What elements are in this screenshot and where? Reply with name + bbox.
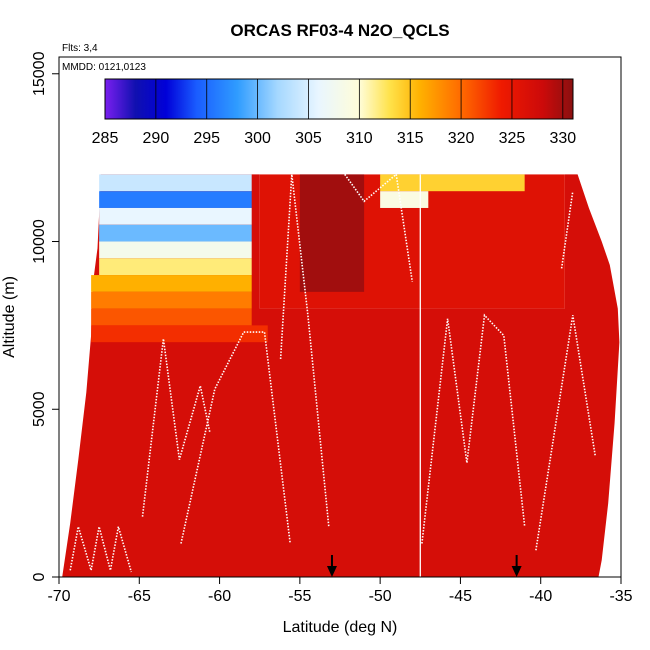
curtain-band [99, 258, 252, 276]
colorbar [104, 78, 574, 120]
colorbar-tick-label: 315 [397, 130, 424, 147]
curtain-band [91, 291, 252, 309]
colorbar-ticks: 285 290 295 300 305 310 315 320 325 330 [92, 79, 576, 147]
x-tick-label: -70 [47, 588, 70, 605]
curtain-dark-patch [299, 174, 365, 292]
flights-note: Flts: 3,4 [62, 43, 98, 54]
colorbar-tick-label: 295 [193, 130, 220, 147]
colorbar-tick-label: 305 [295, 130, 322, 147]
flight-track [141, 338, 211, 517]
x-tick-label: -35 [609, 588, 632, 605]
colorbar-tick-label: 290 [143, 130, 170, 147]
y-axis: 0 5000 10000 15000 [31, 51, 59, 581]
x-axis-label: Latitude (deg N) [283, 619, 398, 636]
flight-track [279, 174, 330, 527]
y-axis-label: Altitude (m) [1, 276, 18, 358]
colorbar-tick-label: 285 [92, 130, 119, 147]
x-tick-label: -50 [369, 588, 392, 605]
arrow-head [511, 566, 522, 577]
colorbar-tick-label: 310 [346, 130, 373, 147]
flight-track [535, 315, 597, 551]
date-note: MMDD: 0121,0123 [62, 62, 146, 73]
curtain-band [91, 325, 268, 343]
curtain-band [99, 191, 252, 208]
chart-title: ORCAS RF03-4 N2O_QCLS [230, 21, 449, 40]
x-tick-label: -45 [449, 588, 472, 605]
y-tick-label: 15000 [31, 51, 48, 96]
colorbar-tick-label: 330 [549, 130, 576, 147]
curtain-band [99, 207, 252, 225]
plot-frame [58, 56, 622, 578]
x-tick-label: -65 [128, 588, 151, 605]
colorbar-tick-label: 300 [244, 130, 271, 147]
x-tick-label: -55 [288, 588, 311, 605]
y-tick-label: 10000 [31, 219, 48, 264]
flight-track [560, 191, 574, 269]
curtain-band [99, 174, 252, 192]
colorbar-tick-label: 325 [499, 130, 526, 147]
y-tick-label: 0 [31, 572, 48, 581]
curtain-band [91, 308, 252, 326]
curtain-field [62, 174, 620, 577]
curtain-band [99, 241, 252, 259]
curtain-band [91, 275, 252, 292]
flight-track [69, 526, 133, 573]
curtain-band [380, 191, 429, 208]
arrow-head [326, 566, 337, 577]
flight-tracks [69, 172, 597, 577]
curtain-band [380, 174, 525, 192]
colorbar-tick-label: 320 [448, 130, 475, 147]
x-tick-label: -60 [208, 588, 231, 605]
curtain-band [99, 224, 252, 242]
marker-arrows [326, 555, 522, 577]
flight-track [344, 172, 414, 282]
x-tick-label: -40 [529, 588, 552, 605]
flight-track [180, 331, 291, 544]
flight-track [421, 313, 526, 544]
x-axis: -70 -65 -60 -55 -50 -45 -40 -35 [47, 577, 633, 605]
y-tick-label: 5000 [31, 391, 48, 427]
